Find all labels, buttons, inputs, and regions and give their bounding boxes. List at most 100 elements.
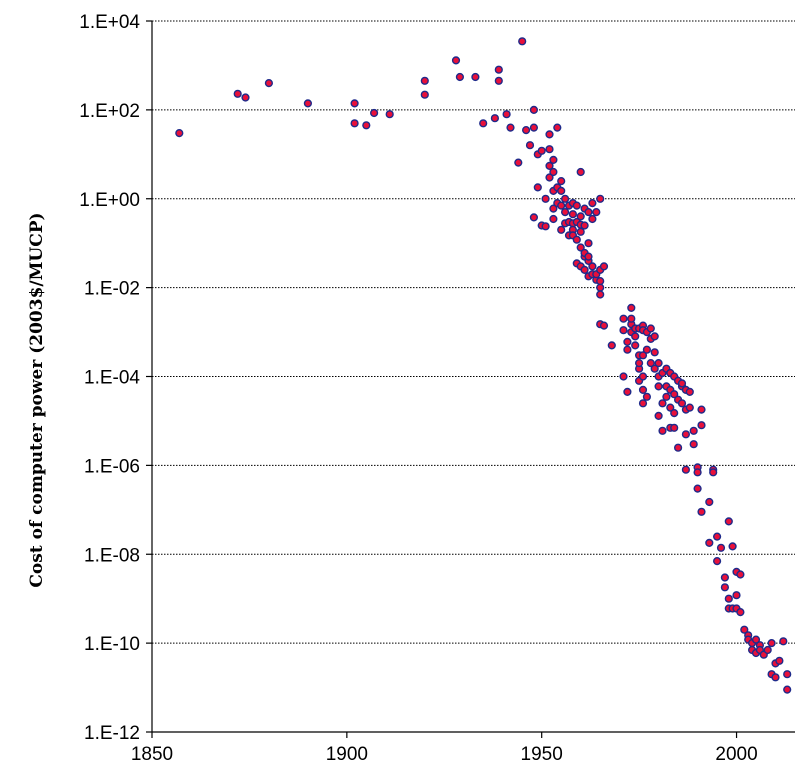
data-point xyxy=(596,194,605,203)
y-axis-ticks: 1.E+04 1.E+02 1.E+00 1.E-02 1.E-04 1.E-06 1.E-… xyxy=(79,12,152,744)
data-point xyxy=(529,123,539,132)
data-point xyxy=(697,405,706,414)
data-point xyxy=(479,119,488,128)
data-point xyxy=(264,78,274,88)
data-point xyxy=(549,214,558,224)
data-point xyxy=(709,468,718,477)
data-point xyxy=(596,290,605,299)
data-point xyxy=(783,670,792,679)
y-tick-label: 1.E-12 xyxy=(84,723,140,744)
data-point xyxy=(670,423,679,432)
data-point xyxy=(580,265,589,275)
data-point xyxy=(673,443,683,452)
y-tick-label: 1.E-10 xyxy=(84,634,140,655)
data-point xyxy=(712,532,722,541)
data-point xyxy=(560,194,570,203)
data-point xyxy=(537,146,546,155)
data-point xyxy=(175,129,184,138)
data-point xyxy=(650,348,659,357)
data-point xyxy=(623,387,632,397)
gridlines xyxy=(152,20,795,644)
data-point xyxy=(545,145,554,154)
data-point xyxy=(490,114,500,123)
data-point xyxy=(681,465,691,474)
data-point xyxy=(584,239,593,248)
data-point xyxy=(529,105,539,115)
data-point xyxy=(607,341,616,350)
data-point xyxy=(572,201,581,210)
data-point xyxy=(533,183,542,192)
data-point xyxy=(584,208,593,217)
data-point xyxy=(642,392,652,401)
data-point xyxy=(557,186,566,196)
data-point xyxy=(557,225,566,234)
x-tick-label: 1900 xyxy=(326,744,368,765)
data-point xyxy=(736,607,745,617)
data-point xyxy=(677,399,687,408)
data-point xyxy=(779,637,788,646)
data-point xyxy=(584,252,593,261)
data-point xyxy=(362,121,371,130)
data-point xyxy=(580,221,589,230)
data-point xyxy=(728,542,737,551)
data-point xyxy=(751,635,761,644)
data-point xyxy=(502,110,511,119)
data-point xyxy=(549,167,558,177)
data-point xyxy=(654,411,663,421)
data-points xyxy=(175,37,792,694)
data-point xyxy=(619,326,628,335)
y-tick-label: 1.E-04 xyxy=(84,368,140,389)
data-point xyxy=(732,591,741,600)
data-point xyxy=(303,99,313,108)
data-point xyxy=(549,204,558,213)
data-point xyxy=(599,262,609,271)
data-point xyxy=(525,141,535,150)
data-point xyxy=(596,283,605,292)
data-point xyxy=(588,199,597,208)
data-point xyxy=(560,208,570,217)
data-point xyxy=(638,372,648,381)
data-point xyxy=(642,345,652,354)
data-point xyxy=(697,507,706,516)
data-point xyxy=(767,638,776,648)
data-point xyxy=(471,72,480,82)
y-tick-label: 1.E-02 xyxy=(84,279,140,300)
y-tick-label: 1.E+02 xyxy=(79,101,140,122)
data-point xyxy=(650,364,659,373)
data-point xyxy=(689,426,698,435)
data-point xyxy=(545,130,554,139)
data-point xyxy=(588,262,597,271)
x-tick-label: 1950 xyxy=(521,744,563,765)
data-point xyxy=(576,212,585,221)
data-point xyxy=(763,645,772,655)
data-point xyxy=(455,72,465,82)
data-point xyxy=(557,201,566,210)
data-point xyxy=(619,372,628,381)
data-point xyxy=(634,359,644,368)
data-point xyxy=(693,484,702,493)
data-point xyxy=(736,570,745,579)
data-point xyxy=(666,403,675,412)
data-point xyxy=(646,359,655,368)
data-point xyxy=(518,37,527,46)
data-point xyxy=(689,440,698,449)
data-point xyxy=(568,210,578,219)
data-point xyxy=(662,392,671,401)
data-point xyxy=(572,235,581,244)
data-point xyxy=(350,119,359,128)
data-point xyxy=(646,324,655,333)
data-point xyxy=(740,625,749,634)
x-tick-label: 2000 xyxy=(715,744,757,765)
data-point xyxy=(638,399,648,408)
data-point xyxy=(720,573,730,582)
data-point xyxy=(670,409,679,418)
data-point xyxy=(631,341,640,350)
data-point xyxy=(720,583,730,592)
data-point xyxy=(576,243,585,252)
data-point xyxy=(724,594,733,603)
data-point xyxy=(451,56,461,65)
data-point xyxy=(514,158,523,167)
data-point xyxy=(771,673,780,682)
data-point xyxy=(623,337,632,347)
data-point xyxy=(494,76,503,85)
